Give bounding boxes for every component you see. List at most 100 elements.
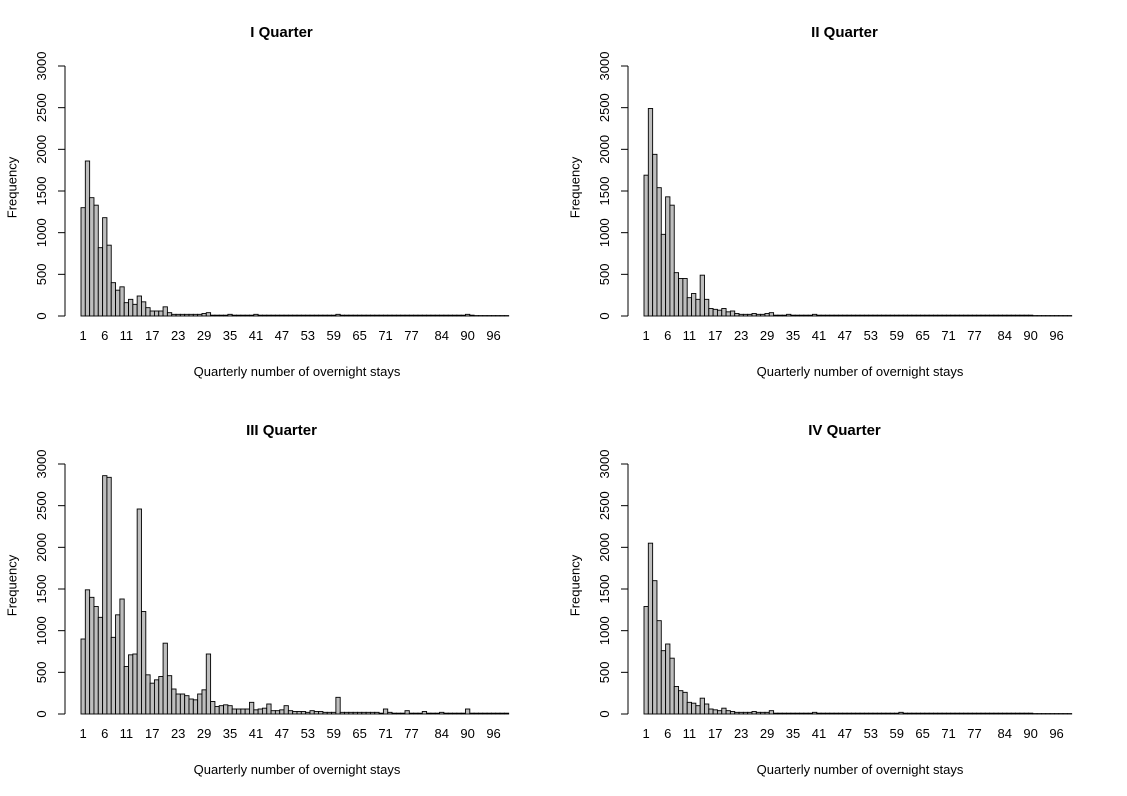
histogram-bar (691, 702, 697, 715)
histogram-bar (153, 679, 160, 715)
histogram-bar (773, 712, 779, 715)
histogram-bar (976, 712, 982, 715)
histogram-bar (257, 314, 263, 317)
histogram-bar (954, 314, 960, 317)
histogram-bar (967, 712, 973, 715)
histogram-bar (430, 712, 436, 715)
histogram-bar (339, 711, 345, 715)
histogram-bar (725, 710, 731, 715)
histogram-bar (928, 712, 934, 715)
histogram-bar (678, 278, 684, 317)
histogram-bar (465, 708, 471, 715)
histogram-bar (378, 712, 384, 715)
y-tick-label: 3000 (34, 52, 49, 81)
histogram-bar (119, 286, 125, 317)
histogram-bar (149, 310, 155, 317)
x-axis-label: Quarterly number of overnight stays (756, 762, 964, 777)
histogram-bar (279, 709, 285, 715)
histogram-bar (945, 314, 952, 317)
y-tick-label: 1000 (597, 616, 612, 645)
histogram-bar (296, 711, 302, 715)
histogram-bar (1028, 712, 1034, 715)
histogram-bar (335, 313, 341, 317)
histogram-bar (210, 701, 216, 715)
histogram-bar (699, 274, 705, 317)
histogram-bar (656, 187, 662, 317)
histogram-bar (128, 298, 134, 317)
histogram-bar (989, 314, 995, 317)
histogram-bar (863, 314, 870, 317)
histogram-bar (153, 310, 160, 317)
histogram-bar (296, 314, 302, 317)
histogram-bar (344, 314, 350, 317)
histogram-bar (287, 710, 294, 715)
histogram-bar (1023, 712, 1029, 715)
histogram-bar (686, 297, 692, 317)
histogram-bar (678, 690, 684, 715)
histogram-bar (231, 708, 237, 715)
histogram-bar (261, 314, 268, 317)
histogram-bar (490, 712, 497, 715)
histogram-bar (768, 312, 775, 317)
histogram-bar (309, 314, 315, 317)
histogram-bar (807, 314, 813, 317)
histogram-bar (669, 657, 675, 715)
histogram-bar (751, 313, 757, 317)
y-tick-label: 2500 (34, 491, 49, 520)
histogram-bar (313, 314, 320, 317)
histogram-bar (837, 712, 844, 715)
histogram-bar (950, 314, 956, 317)
histogram-bar (669, 204, 675, 317)
histogram-bar (790, 314, 796, 317)
x-tick-label: 35 (223, 328, 237, 343)
histogram-bar (902, 314, 908, 317)
histogram-bar (382, 708, 389, 715)
histogram-bar (300, 314, 307, 317)
histogram-bar (829, 314, 835, 317)
histogram-bar (287, 314, 294, 317)
histogram-bar (391, 712, 397, 715)
histogram-bar (240, 708, 246, 715)
x-tick-label: 59 (889, 328, 903, 343)
x-tick-label: 84 (434, 726, 448, 741)
histogram-bar (378, 314, 384, 317)
histogram-bar (729, 711, 736, 715)
x-tick-label: 23 (171, 328, 185, 343)
histogram-bar (357, 314, 363, 317)
y-tick-label: 2000 (34, 533, 49, 562)
histogram-bar (309, 710, 315, 715)
histogram-bar (786, 712, 792, 715)
chart-title: IV Quarter (808, 422, 881, 439)
histogram-bar (1006, 712, 1012, 715)
x-tick-label: 29 (197, 328, 211, 343)
histogram-bar (652, 153, 658, 317)
histogram-bar (352, 314, 358, 317)
histogram-bar (755, 711, 762, 715)
histogram-bar (89, 596, 95, 715)
histogram-bar (387, 711, 393, 715)
chart-title: II Quarter (811, 24, 878, 41)
histogram-bar (218, 314, 225, 317)
histogram-bar (205, 653, 212, 715)
x-axis-label: Quarterly number of overnight stays (193, 762, 401, 777)
histogram-bar (984, 712, 991, 715)
histogram-bar (937, 712, 943, 715)
histogram-bar (932, 712, 939, 715)
histogram-bar (682, 691, 688, 715)
histogram-bar (764, 313, 770, 317)
x-tick-label: 47 (275, 726, 289, 741)
histogram-bar (417, 712, 423, 715)
histogram-bar (361, 314, 367, 317)
histogram-bar (781, 712, 788, 715)
histogram-bar (89, 197, 95, 317)
histogram-bar (171, 688, 177, 715)
histogram-bar (495, 712, 501, 715)
histogram-bar (712, 308, 718, 317)
histogram-bar (374, 314, 380, 317)
histogram-bar (656, 620, 662, 715)
histogram-bar (158, 310, 164, 317)
histogram-bar (162, 306, 168, 317)
histogram-bar (863, 712, 870, 715)
x-tick-label: 41 (812, 328, 826, 343)
histogram-bar (331, 711, 337, 715)
